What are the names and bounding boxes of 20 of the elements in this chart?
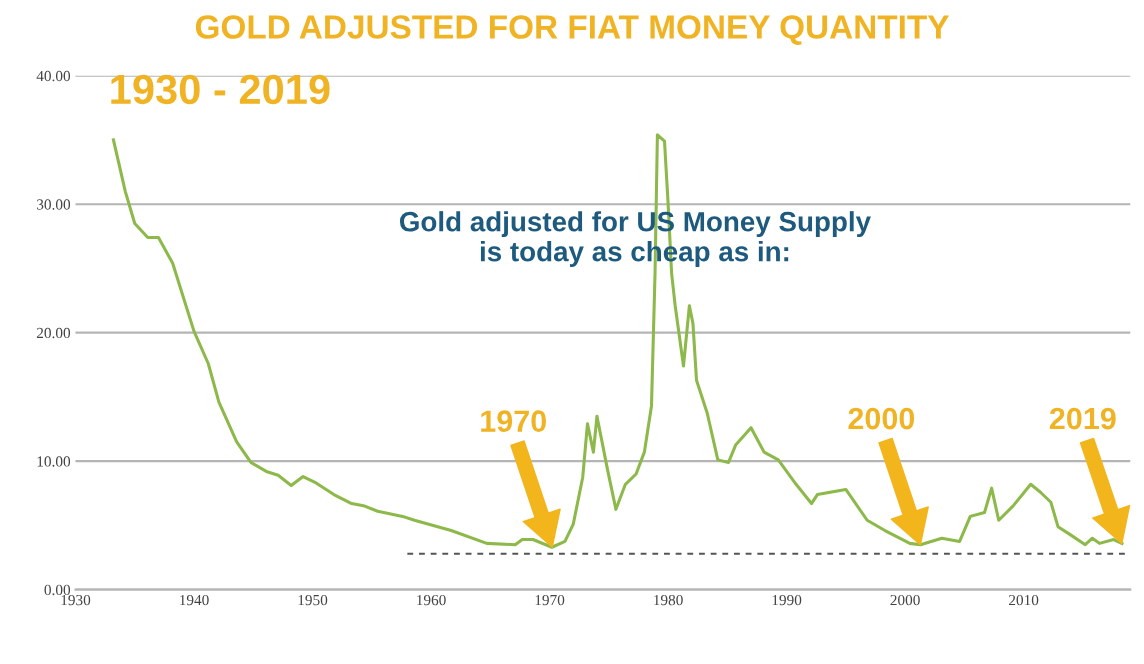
annotation: 1970 [481,410,546,432]
y-tick-label: 10.00 [37,456,71,467]
x-tick-label: 1930 [61,594,91,606]
x-tick-label: 1970 [535,594,565,606]
x-tick-label: 1960 [417,594,446,606]
x-tick-label: 1980 [654,594,683,606]
x-tick-label: 2010 [1009,594,1039,606]
chart-title: GOLD ADJUSTED FOR FIAT MONEY QUANTITY [195,15,949,46]
annotation: 2019 [1049,407,1116,430]
annotation: 2000 [848,407,915,430]
y-tick-label: 40.00 [36,70,71,82]
y-tick-label: 20.00 [36,327,71,339]
x-tick-label: 2000 [890,594,920,606]
line-series [111,133,1124,549]
y-tick-label: 30.00 [37,199,71,210]
y-tick-label: 0.00 [44,584,71,596]
x-tick-label: 1940 [180,594,209,606]
x-tick-label: 1990 [772,594,802,606]
annotation: 1930 - 2019 [111,74,330,105]
x-tick-label: 1950 [298,594,328,606]
